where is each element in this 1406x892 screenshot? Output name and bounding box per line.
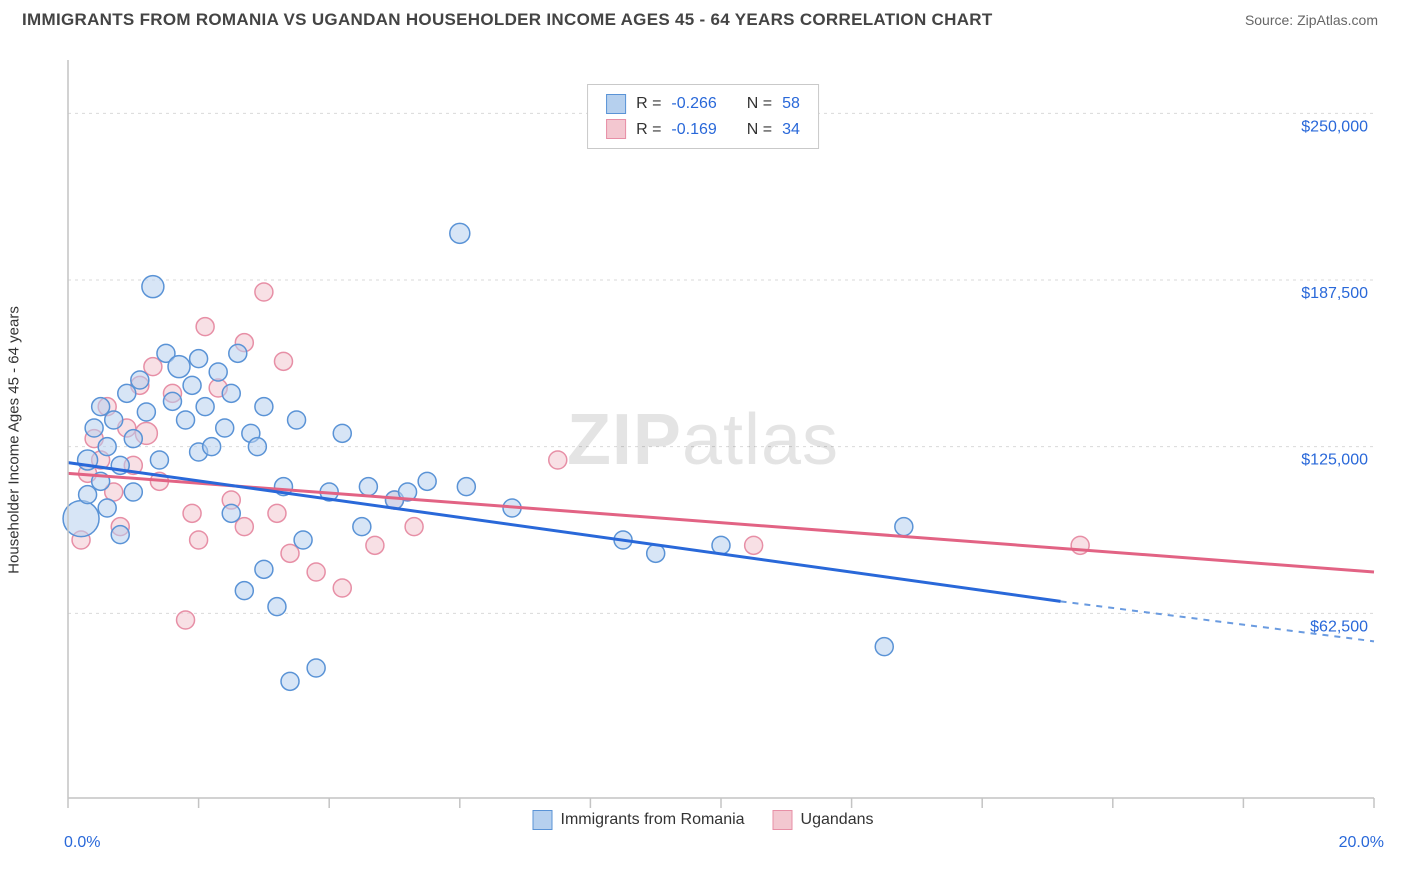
swatch-series2 [606, 119, 626, 139]
scatter-plot: $62,500 $125,000 $187,500 $250,000 [58, 40, 1384, 840]
svg-text:$125,000: $125,000 [1301, 452, 1368, 469]
legend-item-series2: Ugandans [773, 810, 874, 830]
svg-text:$187,500: $187,500 [1301, 285, 1368, 302]
stats-row-series2: R = -0.169 N = 34 [606, 117, 800, 143]
legend-item-series1: Immigrants from Romania [533, 810, 745, 830]
svg-text:$250,000: $250,000 [1301, 118, 1368, 135]
chart-source: Source: ZipAtlas.com [1245, 12, 1378, 28]
swatch-series1 [606, 94, 626, 114]
stats-row-series1: R = -0.266 N = 58 [606, 91, 800, 117]
stats-legend-box: R = -0.266 N = 58 R = -0.169 N = 34 [587, 84, 819, 149]
chart-title: IMMIGRANTS FROM ROMANIA VS UGANDAN HOUSE… [22, 10, 993, 30]
bottom-legend: Immigrants from Romania Ugandans [533, 810, 874, 830]
y-axis-label: Householder Income Ages 45 - 64 years [6, 306, 23, 574]
svg-text:$62,500: $62,500 [1310, 618, 1368, 635]
chart-container: Householder Income Ages 45 - 64 years $6… [22, 40, 1384, 840]
